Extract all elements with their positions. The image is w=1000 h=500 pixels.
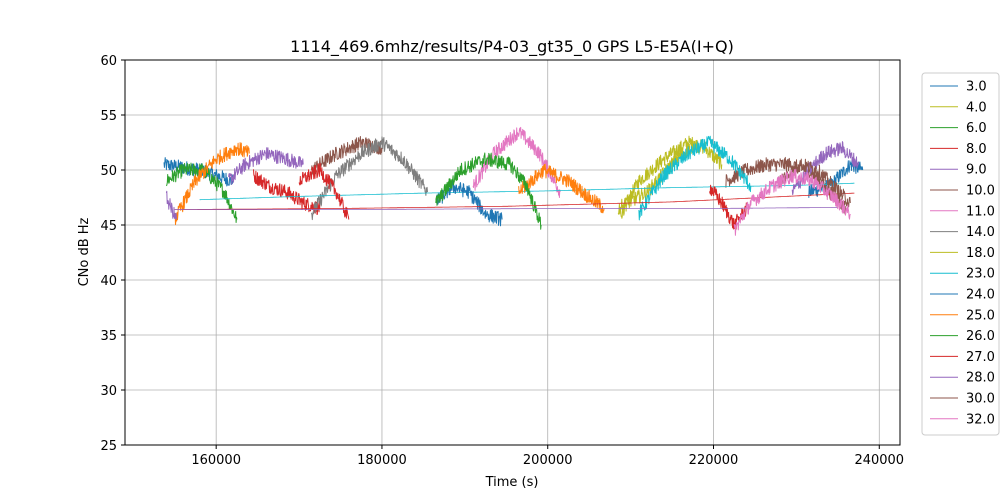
series-line-30-0 <box>779 158 851 208</box>
series-line-9-0 <box>228 147 304 185</box>
series-line-11-0 <box>472 126 561 198</box>
legend-entry-label: 24.0 <box>966 288 995 303</box>
legend-entry-label: 26.0 <box>966 329 995 344</box>
x-tick-label: 200000 <box>523 453 573 468</box>
series-line-3-0 <box>808 159 864 198</box>
series-line-26-0 <box>435 152 542 230</box>
x-tick-label: 180000 <box>357 453 407 468</box>
series-line-10-0 <box>311 136 383 175</box>
legend: 3.0 4.0 6.0 8.0 9.0 10.0 11.0 14.0 18.0 23.0 24.0 2… <box>921 72 1000 436</box>
legend-entry-label: 14.0 <box>966 225 995 240</box>
legend-entry-label: 25.0 <box>966 308 995 323</box>
chart-title: 1114_469.6mhz/results/P4-03_gt35_0 GPS L… <box>290 37 734 57</box>
legend-entry-label: 32.0 <box>966 412 995 427</box>
y-tick-label: 60 <box>100 54 117 69</box>
series-line-28-0 <box>174 206 838 211</box>
series-line-23-0 <box>199 182 855 201</box>
legend-frame <box>921 72 1000 436</box>
x-tick-label: 240000 <box>854 453 904 468</box>
y-tick-label: 30 <box>100 384 117 399</box>
legend-entry-label: 18.0 <box>966 246 995 261</box>
series-line-23-0 <box>638 135 752 221</box>
plot-lines <box>163 126 864 236</box>
legend-entry-label: 30.0 <box>966 392 995 407</box>
y-axis: 25 30 35 40 45 50 55 60 <box>100 54 125 454</box>
series-line-28-0 <box>165 190 177 220</box>
series-line-25-0 <box>174 142 250 226</box>
series-line-14-0 <box>311 136 428 221</box>
legend-entry-label: 6.0 <box>966 121 987 136</box>
x-tick-label: 160000 <box>191 453 241 468</box>
series-line-27-0 <box>174 192 855 211</box>
x-tick-label: 220000 <box>689 453 739 468</box>
x-axis: 160000 180000 200000 220000 240000 <box>191 445 904 468</box>
y-tick-label: 40 <box>100 274 117 289</box>
y-tick-label: 25 <box>100 439 117 454</box>
legend-entry-label: 4.0 <box>966 100 987 115</box>
y-axis-label: CNo dB Hz <box>77 217 92 286</box>
legend-entry-label: 23.0 <box>966 267 995 282</box>
series-line-32-0 <box>733 168 851 236</box>
x-axis-label: Time (s) <box>485 475 539 490</box>
series-line-24-0 <box>435 179 503 227</box>
legend-entry-label: 10.0 <box>966 184 995 199</box>
legend-entry-label: 3.0 <box>966 80 987 95</box>
series-line-28-0 <box>791 141 860 196</box>
legend-entry-label: 27.0 <box>966 350 995 365</box>
y-tick-label: 50 <box>100 164 117 179</box>
legend-entry-label: 9.0 <box>966 163 987 178</box>
series-line-6-0 <box>165 162 238 223</box>
y-tick-label: 35 <box>100 329 117 344</box>
series-line-25-0 <box>518 163 605 214</box>
series-line-10-0 <box>725 156 847 215</box>
legend-entry-label: 11.0 <box>966 204 995 219</box>
y-tick-label: 55 <box>100 109 117 124</box>
plot-frame <box>124 59 901 446</box>
legend-entry-label: 28.0 <box>966 371 995 386</box>
series-line-27-0 <box>298 162 350 220</box>
legend-entry-label: 8.0 <box>966 142 987 157</box>
y-tick-label: 45 <box>100 219 117 234</box>
